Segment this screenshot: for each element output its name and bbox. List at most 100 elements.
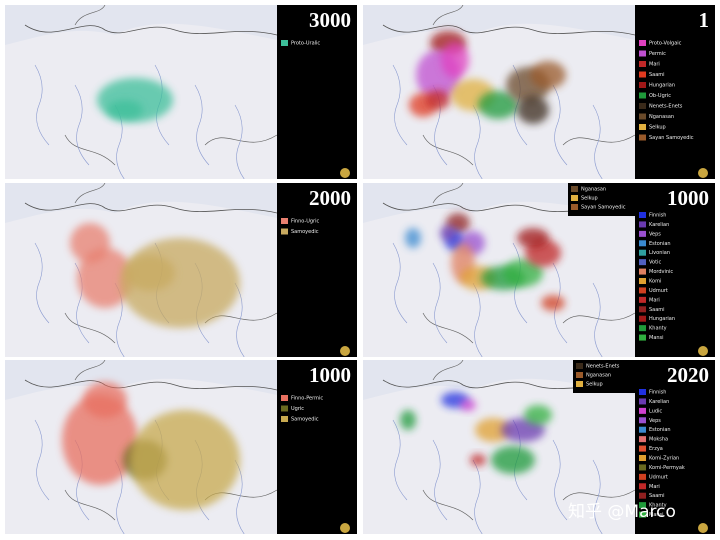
legend-swatch (639, 50, 646, 57)
language-area (440, 225, 456, 241)
legend-swatch (639, 92, 646, 99)
river (234, 459, 245, 534)
legend-label: Udmurt (649, 474, 668, 480)
legend-label: Mari (649, 484, 660, 490)
language-area (530, 61, 566, 89)
legend-label: Saami (649, 307, 665, 313)
coastline (64, 5, 277, 166)
legend-swatch (639, 40, 646, 46)
language-area (524, 405, 552, 425)
legend-label: Finnish (649, 213, 666, 219)
legend-label: Hungarian (649, 316, 675, 322)
legend-label: Komi (649, 279, 661, 285)
legend-label: Finnish (649, 390, 666, 396)
map-panel: 2000 Finno-Ugric Samoyedic (5, 183, 357, 357)
legend-label: Karelian (649, 399, 669, 405)
watermark: 知乎 @Marco (568, 502, 676, 522)
river (432, 262, 448, 344)
legend-label: Nenets-Enets (586, 364, 620, 370)
legend-swatch (639, 315, 646, 322)
legend-swatch (639, 445, 646, 452)
map (5, 5, 277, 179)
river (592, 459, 603, 534)
legend-swatch (639, 103, 646, 109)
legend-label: Veps (649, 418, 661, 424)
river (392, 242, 408, 324)
river (392, 419, 408, 501)
logo (340, 523, 350, 533)
language-area (491, 446, 535, 474)
map (363, 5, 635, 179)
legend-label: Khanty (649, 326, 667, 332)
legend-label: Estonian (649, 427, 671, 433)
language-area (83, 382, 127, 418)
legend-label: Mansi (649, 335, 664, 341)
legend-label: Selkup (581, 196, 598, 202)
river (472, 459, 483, 534)
panels: 3000 Proto-Uralic 1 Proto-Volgaic Permic Mari… (5, 5, 715, 534)
legend-label: Saami (649, 72, 665, 78)
language-area (517, 228, 549, 248)
legend-label: Sayan Samoyedic (581, 205, 626, 211)
legend-swatch (639, 113, 646, 120)
legend-swatch (576, 372, 583, 378)
year-title: 2020 (667, 363, 709, 387)
language-area (107, 100, 143, 120)
map (5, 183, 277, 357)
year-title: 1000 (309, 363, 351, 387)
legend-swatch (639, 240, 646, 247)
legend-label: Saami (649, 493, 665, 499)
legend-swatch (639, 325, 646, 332)
legend-swatch (639, 492, 646, 499)
coastline (24, 202, 277, 214)
legend-swatch (639, 511, 646, 518)
map-panel: 3000 Proto-Uralic (5, 5, 357, 179)
legend-label: Karelian (649, 222, 669, 228)
language-area (478, 91, 518, 119)
river (194, 84, 210, 166)
legend-swatch (281, 40, 288, 46)
legend-label: Estonian (649, 241, 671, 247)
map-panel: 1000 Finno-Permic Ugric Samoyedic (5, 360, 357, 534)
legend-label: Nganasan (581, 187, 606, 193)
legend-swatch (576, 363, 583, 369)
legend-swatch (639, 268, 646, 275)
legend-label: Ob-Ugric (649, 93, 671, 99)
river (472, 282, 483, 357)
language-area (62, 395, 138, 485)
legend-label: Ugric (291, 406, 304, 412)
legend-label: Moksha (649, 437, 668, 443)
legend-label: Nganasan (649, 114, 674, 120)
language-area (470, 454, 486, 466)
legend-label: Khanty (649, 503, 667, 509)
legend-label: Finno-Ugric (291, 219, 319, 225)
river (234, 282, 245, 357)
legend-swatch (639, 398, 646, 405)
coastline (382, 24, 635, 36)
river (34, 242, 50, 324)
coastline (24, 379, 277, 391)
year-title: 1 (699, 8, 710, 32)
logo (698, 523, 708, 533)
river (74, 84, 90, 166)
legend-label: Hungarian (649, 83, 675, 89)
legend-label: Selkup (649, 125, 666, 131)
river (392, 64, 408, 146)
language-area (541, 295, 565, 311)
legend-label: Nenets-Enets (649, 104, 683, 110)
language-area (70, 223, 110, 263)
legend-swatch (639, 417, 646, 424)
legend-label: Votic (649, 260, 661, 266)
coastline (422, 5, 635, 166)
legend-swatch (281, 416, 288, 422)
legend-swatch (639, 464, 646, 471)
logo (698, 346, 708, 356)
legend-swatch (639, 61, 646, 67)
logo (340, 168, 350, 178)
legend-label: Finno-Permic (291, 396, 323, 402)
river (432, 439, 448, 521)
legend-label: Livonian (649, 250, 670, 256)
coastline (422, 183, 635, 344)
legend-swatch (639, 249, 646, 256)
